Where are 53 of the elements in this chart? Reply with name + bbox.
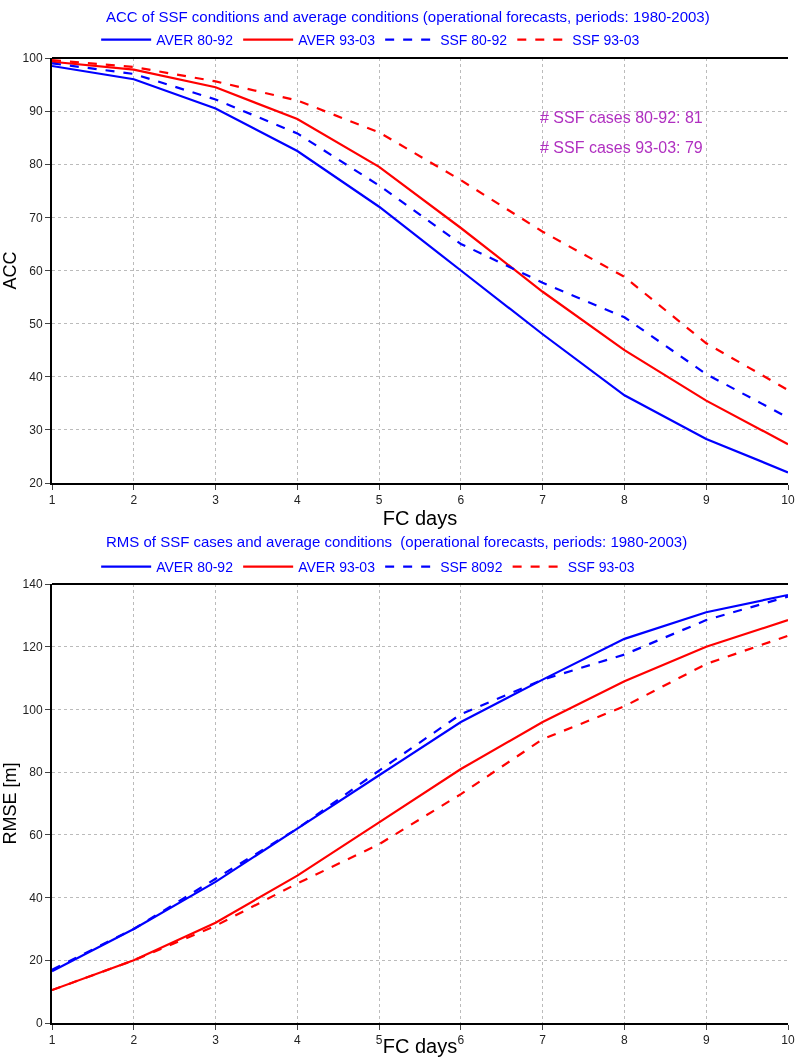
y-tick-label: 30	[29, 423, 43, 438]
y-tick-label: 120	[22, 639, 43, 654]
legend-label: SSF 8092	[440, 559, 503, 576]
x-tick-label: 9	[702, 493, 710, 508]
legend-label: SSF 80-92	[440, 32, 508, 49]
y-tick-label: 80	[29, 765, 43, 780]
x-axis-title: FC days	[382, 507, 458, 530]
legend-label: SSF 93-03	[567, 559, 635, 576]
x-tick-label: 10	[781, 1033, 795, 1048]
x-tick-label: 10	[781, 493, 795, 508]
legend-label: AVER 93-03	[298, 32, 376, 49]
x-tick-label: 1	[48, 493, 56, 508]
y-tick-label: 80	[29, 157, 43, 172]
x-tick-label: 5	[375, 1033, 383, 1048]
x-axis-title: FC days	[382, 1035, 458, 1057]
y-tick-label: 70	[29, 210, 43, 225]
annotation: # SSF cases 80-92: 81	[540, 109, 703, 126]
y-tick-label: 40	[29, 369, 43, 384]
x-tick-label: 6	[457, 493, 465, 508]
y-axis-title: ACC	[0, 251, 20, 290]
x-tick-label: 1	[48, 1033, 56, 1048]
y-tick-label: 60	[29, 828, 43, 843]
legend-label: AVER 80-92	[156, 559, 234, 576]
y-tick-label: 60	[29, 263, 43, 278]
annotation: # SSF cases 93-03: 79	[540, 139, 703, 156]
x-tick-label: 5	[375, 493, 383, 508]
legend-label: SSF 93-03	[572, 32, 640, 49]
y-tick-label: 50	[29, 316, 43, 331]
x-tick-label: 8	[621, 1033, 629, 1048]
x-tick-label: 3	[212, 1033, 220, 1048]
y-tick-label: 20	[29, 953, 43, 968]
y-tick-label: 20	[29, 476, 43, 491]
x-tick-label: 3	[212, 493, 220, 508]
x-tick-label: 6	[457, 1033, 465, 1048]
x-tick-label: 8	[621, 493, 629, 508]
x-tick-label: 7	[539, 493, 547, 508]
y-tick-label: 100	[22, 702, 43, 717]
x-tick-label: 7	[539, 1033, 547, 1048]
x-tick-label: 4	[293, 1033, 301, 1048]
legend-label: AVER 80-92	[156, 32, 234, 49]
y-tick-label: 40	[29, 890, 43, 905]
x-tick-label: 2	[130, 1033, 138, 1048]
chart-title: ACC of SSF conditions and average conditions (operational forecasts, periods: 1980-2003)	[106, 8, 710, 25]
chart-title: RMS of SSF cases and average conditions (operational forecasts, periods: 1980-2003)	[106, 533, 688, 550]
y-tick-label: 0	[35, 1016, 43, 1031]
y-axis-title: RMSE [m]	[0, 762, 20, 845]
x-tick-label: 9	[702, 1033, 710, 1048]
y-tick-label: 90	[29, 104, 43, 119]
x-tick-label: 4	[293, 493, 301, 508]
x-tick-label: 2	[130, 493, 138, 508]
legend-label: AVER 93-03	[298, 559, 376, 576]
y-tick-label: 140	[22, 577, 43, 592]
y-tick-label: 100	[22, 51, 43, 66]
